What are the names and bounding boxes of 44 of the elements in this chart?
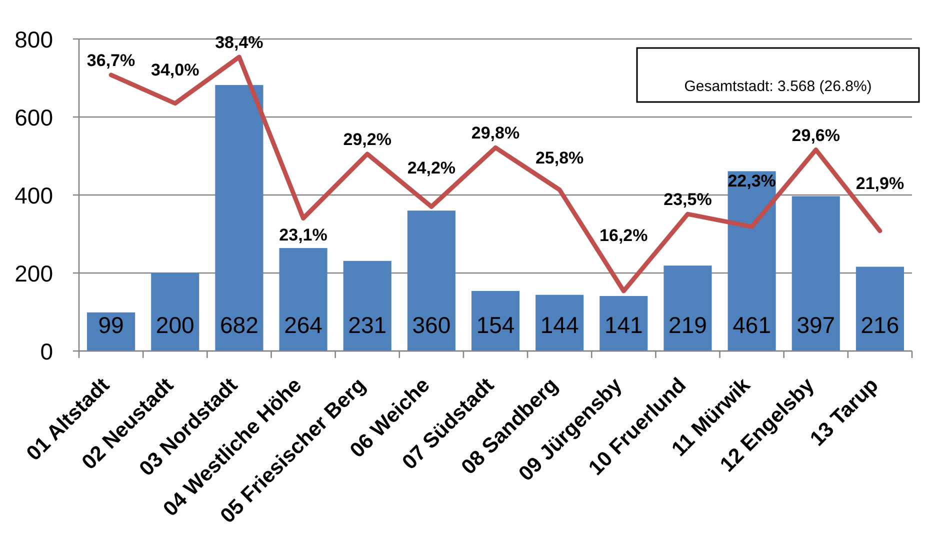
data-label: 200 [156,312,194,338]
y-tick-label: 800 [14,26,53,52]
y-tick-label: 400 [14,182,53,208]
bar [151,273,200,351]
data-label: 29,2% [343,130,392,149]
bar [728,171,776,351]
bar [792,196,840,351]
bar [536,294,584,351]
bar [600,296,648,351]
bar [343,260,392,351]
data-label: 22,3% [728,171,776,190]
y-tick-label: 600 [14,104,53,130]
data-label: 34,0% [151,60,200,80]
data-label: 38,4% [215,33,264,52]
data-label: 141 [604,312,643,338]
bar [407,210,456,351]
data-label: 360 [412,312,451,338]
bar [856,266,904,351]
annotation: Gesamtstadt: 3.568 (26.8%) [684,78,872,95]
data-label: 397 [796,312,836,338]
data-label: 21,9% [856,174,904,193]
data-label: 29,6% [792,126,840,145]
data-label: 99 [98,312,124,338]
y-tick-label: 200 [14,260,53,286]
data-label: 682 [220,312,258,338]
data-label: 461 [732,312,771,338]
bar [471,290,520,351]
data-label: 23,1% [279,225,328,244]
bar [664,266,712,351]
data-label: 25,8% [535,148,584,168]
data-label: 216 [860,312,900,338]
data-label: 219 [668,312,707,338]
data-label: 23,5% [664,190,712,210]
data-label: 24,2% [407,158,456,178]
data-label: 144 [540,312,579,338]
data-label: 154 [476,312,515,338]
data-label: 231 [348,312,387,338]
data-label: 264 [284,312,323,338]
bar [279,248,328,351]
data-label: 36,7% [86,50,136,70]
bar [215,85,264,351]
data-label: 29,8% [471,124,520,143]
y-tick-label: 0 [40,338,53,364]
data-label: 16,2% [600,226,648,245]
